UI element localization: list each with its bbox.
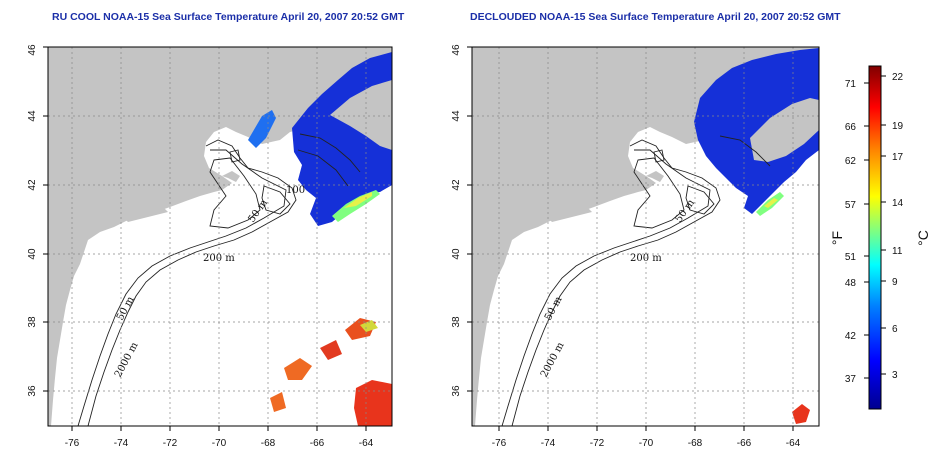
left-map-title: RU COOL NOAA-15 Sea Surface Temperature …: [52, 11, 405, 23]
contour-label-200m: 200 m: [630, 253, 662, 264]
x-tick-label: -76: [492, 438, 507, 449]
celsius-tick-label: 22: [892, 72, 904, 83]
colorbar-gradient: [868, 65, 882, 410]
shelf-yellow-edge: [344, 192, 372, 208]
celsius-tick-label: 19: [892, 121, 904, 132]
x-tick-label: -70: [639, 438, 654, 449]
chesapeake-bay: [70, 295, 80, 340]
celsius-tick-label: 11: [892, 246, 903, 257]
right-x-axis: -76 -74 -72 -70 -68 -66 -64: [492, 426, 801, 449]
right-y-axis: 36 38 40 42 44 46: [451, 44, 472, 397]
y-tick-label: 46: [451, 44, 462, 56]
x-tick-label: -68: [261, 438, 276, 449]
map-grid: [472, 47, 819, 426]
bathymetry-contours: [77, 133, 361, 426]
y-tick-label: 36: [451, 385, 462, 397]
long-island: [548, 208, 592, 222]
x-tick-label: -64: [359, 438, 374, 449]
x-tick-label: -64: [786, 438, 801, 449]
warm-patch-1: [792, 404, 810, 424]
x-tick-label: -74: [114, 438, 129, 449]
x-tick-label: -72: [163, 438, 178, 449]
x-tick-label: -76: [65, 438, 80, 449]
fahrenheit-tick-label: 51: [845, 252, 857, 263]
fahrenheit-tick-label: 62: [845, 156, 857, 167]
fahrenheit-tick-label: 66: [845, 122, 857, 133]
cold-water-tongue: [248, 110, 276, 148]
celsius-unit-label: °C: [915, 230, 931, 246]
y-tick-label: 38: [451, 316, 462, 328]
long-island: [124, 208, 168, 222]
y-tick-label: 42: [451, 179, 462, 191]
y-tick-label: 46: [27, 44, 38, 56]
y-tick-label: 36: [27, 385, 38, 397]
celsius-tick-label: 6: [892, 324, 898, 335]
fahrenheit-tick-label: 42: [845, 331, 857, 342]
x-tick-label: -66: [310, 438, 325, 449]
contour-label-100: 100: [286, 185, 305, 196]
y-tick-label: 40: [27, 248, 38, 260]
y-tick-label: 38: [27, 316, 38, 328]
fahrenheit-tick-label: 71: [845, 79, 857, 90]
y-tick-label: 44: [451, 110, 462, 122]
bathymetry-contours: [501, 135, 771, 426]
cold-water-mass: [694, 48, 819, 214]
celsius-tick-label: 3: [892, 370, 898, 381]
right-map-title: DECLOUDED NOAA-15 Sea Surface Temperatur…: [470, 11, 841, 23]
y-tick-label: 40: [451, 248, 462, 260]
fahrenheit-tick-label: 48: [845, 278, 857, 289]
x-tick-label: -66: [737, 438, 752, 449]
left-x-axis: -76 -74 -72 -70 -68 -66 -64: [65, 426, 374, 449]
x-tick-label: -74: [541, 438, 556, 449]
warm-patch-6: [270, 392, 286, 412]
celsius-tick-label: 14: [892, 198, 904, 209]
left-y-axis: 36 38 40 42 44 46: [27, 44, 48, 397]
warm-patch-3: [284, 358, 312, 380]
fahrenheit-tick-label: 37: [845, 374, 857, 385]
nova-scotia: [330, 80, 392, 150]
nova-scotia: [750, 98, 819, 162]
celsius-tick-label: 17: [892, 152, 904, 163]
land-mass: [48, 47, 392, 426]
delaware-bay: [82, 268, 92, 292]
warm-patch-1: [354, 380, 392, 426]
delaware-bay: [506, 268, 516, 292]
cape-cod: [222, 171, 240, 182]
shelf-yellow-edge: [764, 198, 778, 208]
x-tick-label: -68: [688, 438, 703, 449]
map-grid: [48, 47, 392, 426]
contour-label-200m: 200 m: [203, 253, 235, 264]
fahrenheit-unit-label: °F: [829, 231, 845, 245]
temperature-colorbar: 71 66 62 57 51 48 42 37 22 19 17 14 11 9…: [829, 65, 931, 410]
fahrenheit-tick-label: 57: [845, 200, 857, 211]
cape-cod: [646, 171, 664, 182]
right-sst-map[interactable]: 50 m 200 m 50 m 2000 m: [471, 46, 820, 427]
y-tick-label: 44: [27, 110, 38, 122]
x-tick-label: -70: [212, 438, 227, 449]
land-mass: [472, 47, 819, 426]
x-tick-label: -72: [590, 438, 605, 449]
warm-patch-4: [320, 340, 342, 360]
left-sst-map[interactable]: 100 50 m 200 m 50 m 2000 m: [47, 46, 393, 427]
warm-patch-5: [360, 320, 378, 332]
y-tick-label: 42: [27, 179, 38, 191]
celsius-tick-label: 9: [892, 277, 898, 288]
